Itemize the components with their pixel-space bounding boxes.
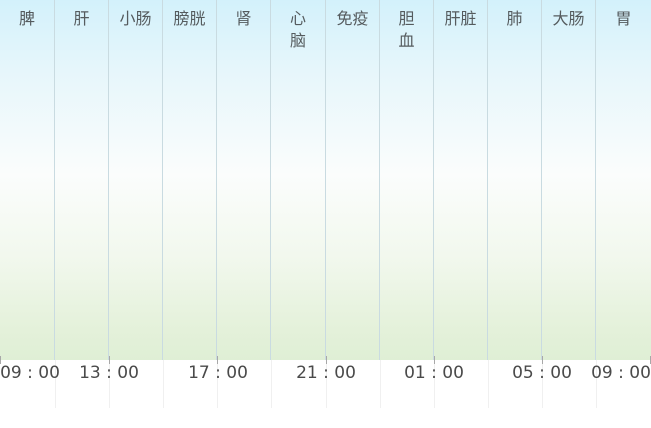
organ-label: 心 脑	[271, 8, 325, 52]
time-label: 13 : 00	[77, 361, 141, 385]
organ-column: 肝脏	[434, 0, 488, 360]
organ-label: 胃	[596, 8, 651, 30]
time-gridline	[380, 360, 381, 408]
organ-column: 免疫	[326, 0, 380, 360]
organ-column: 心 脑	[271, 0, 326, 360]
time-label: 01 : 00	[402, 361, 466, 385]
organ-label: 肾	[217, 8, 270, 30]
organ-label: 大肠	[542, 8, 595, 30]
organ-column: 肝	[55, 0, 109, 360]
organ-label: 肺	[488, 8, 541, 30]
time-label: 21 : 00	[294, 361, 358, 385]
time-label: 09 : 00	[0, 361, 60, 385]
time-gridline	[488, 360, 489, 408]
organ-label: 肝	[55, 8, 108, 30]
organ-column: 胃	[596, 0, 651, 360]
organ-label: 胆 血	[380, 8, 433, 52]
organ-label: 肝脏	[434, 8, 487, 30]
organ-label: 免疫	[326, 8, 379, 30]
time-label: 17 : 00	[186, 361, 250, 385]
organ-column: 脾	[0, 0, 55, 360]
organ-column: 膀胱	[163, 0, 217, 360]
time-label: 05 : 00	[510, 361, 574, 385]
time-gridline	[271, 360, 272, 408]
organ-column: 胆 血	[380, 0, 434, 360]
organ-label: 膀胱	[163, 8, 216, 30]
organ-label: 小肠	[109, 8, 162, 30]
organ-column: 小肠	[109, 0, 163, 360]
organ-column: 肾	[217, 0, 271, 360]
organ-label: 脾	[0, 8, 54, 30]
time-gridline	[163, 360, 164, 408]
organ-column: 大肠	[542, 0, 596, 360]
organ-columns-panel: 脾 肝 小肠 膀胱 肾 心 脑 免疫 胆 血 肝脏 肺 大肠 胃	[0, 0, 651, 360]
time-label: 09 : 00	[591, 361, 651, 385]
organ-column: 肺	[488, 0, 542, 360]
